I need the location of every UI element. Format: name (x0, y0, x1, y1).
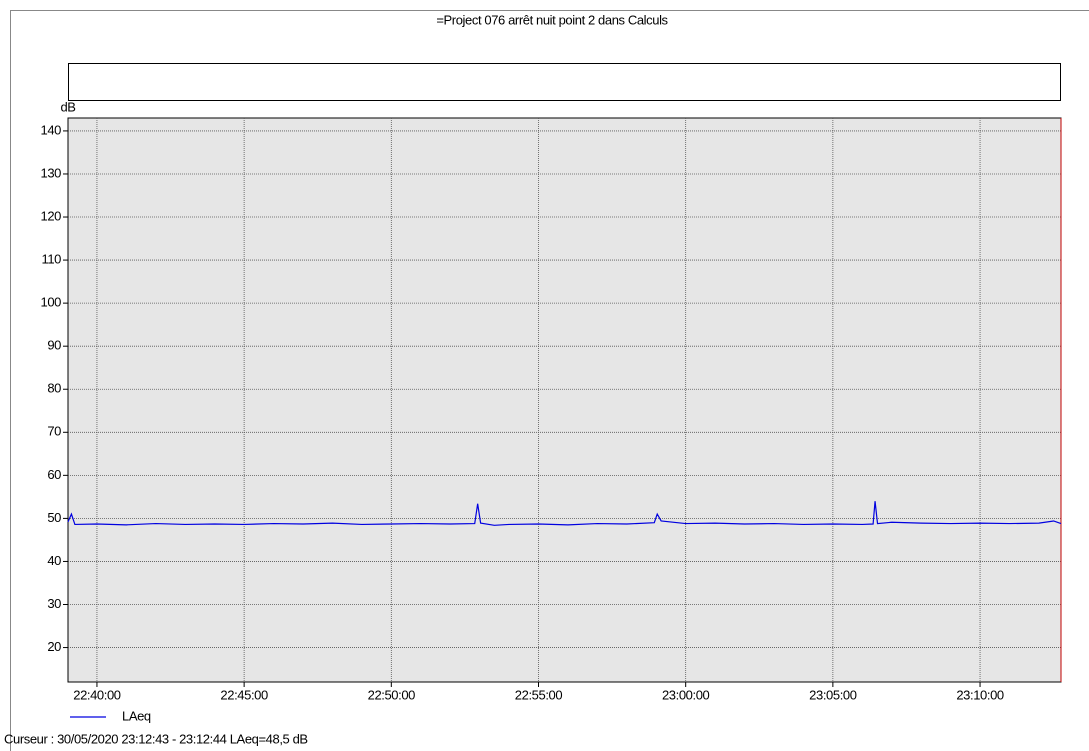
x-tick-label: 22:40:00 (73, 687, 121, 702)
chart-title: =Project 076 arrêt nuit point 2 dans Cal… (436, 12, 668, 27)
legend-label: LAeq (122, 708, 151, 723)
frame (10, 10, 1089, 751)
y-tick-label: 100 (41, 295, 62, 310)
y-tick-label: 90 (47, 338, 61, 353)
x-tick-label: 22:50:00 (368, 687, 416, 702)
y-tick-label: 70 (47, 424, 61, 439)
plot-area (67, 117, 1062, 683)
y-tick-label: 110 (41, 252, 61, 267)
y-axis-label: dB (60, 99, 75, 114)
y-tick-label: 60 (47, 467, 61, 482)
x-tick-label: 23:00:00 (662, 687, 710, 702)
y-tick-label: 40 (47, 553, 61, 568)
y-tick-label: 20 (47, 639, 61, 654)
y-tick-label: 140 (41, 122, 62, 137)
y-tick-label: 50 (47, 510, 61, 525)
data-line (67, 501, 1062, 526)
x-tick-label: 22:55:00 (515, 687, 563, 702)
header-box (68, 63, 1061, 101)
y-tick-label: 80 (47, 381, 61, 396)
y-tick-label: 130 (41, 165, 62, 180)
cursor-info: Curseur : 30/05/2020 23:12:43 - 23:12:44… (4, 731, 308, 746)
y-tick-label: 30 (47, 596, 61, 611)
y-tick-label: 120 (41, 208, 62, 223)
x-tick-label: 22:45:00 (220, 687, 268, 702)
x-tick-label: 23:05:00 (809, 687, 857, 702)
x-tick-label: 23:10:00 (956, 687, 1004, 702)
